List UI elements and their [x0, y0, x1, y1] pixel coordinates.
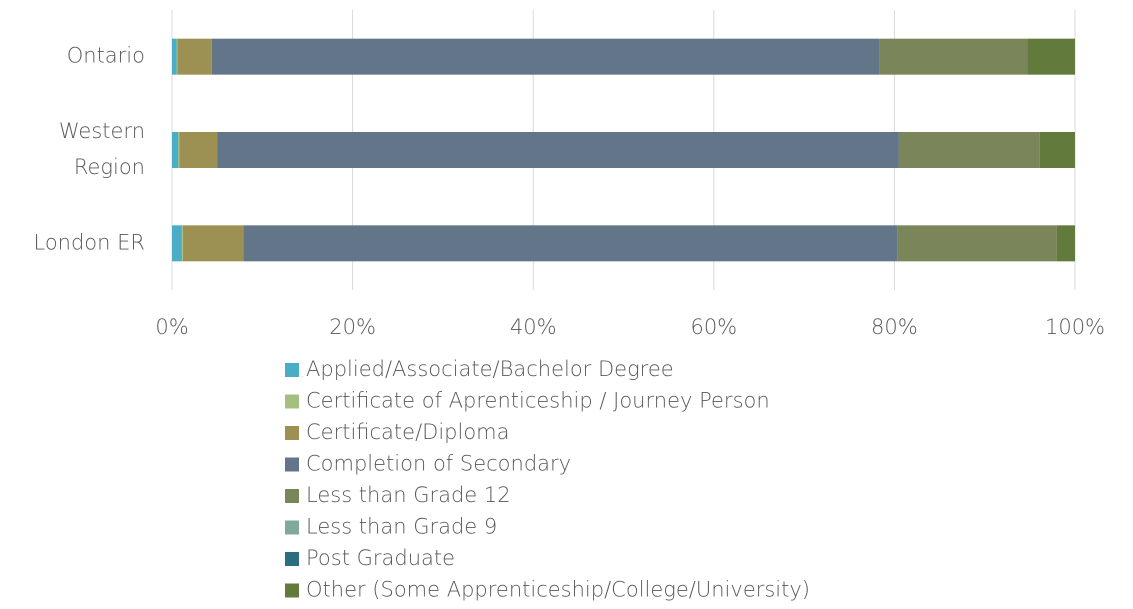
bar-segment: [1039, 132, 1075, 168]
y-tick-label: London ER: [33, 230, 145, 254]
legend-label: Other (Some Apprenticeship/College/Unive…: [306, 578, 810, 602]
bar-segment: [1056, 225, 1075, 262]
bar-segment: [182, 225, 244, 262]
legend-label: Applied/Associate/Bachelor Degree: [306, 357, 674, 381]
legend-swatch: [285, 552, 299, 566]
legend-swatch: [285, 394, 299, 409]
y-tick-label: Western Region: [59, 119, 145, 179]
bar-segment: [1027, 38, 1075, 75]
x-tick-label: 20%: [329, 315, 376, 339]
legend-label: Certificate of Aprenticeship / Journey P…: [306, 389, 770, 413]
bar-segment: [211, 38, 880, 75]
bar-segment: [879, 38, 1028, 75]
legend-swatch: [285, 457, 299, 472]
bar-segment: [176, 38, 178, 75]
bar-segment: [217, 132, 899, 168]
bar-segment: [181, 225, 183, 262]
x-tick-label: 80%: [871, 315, 918, 339]
legend-swatch: [285, 520, 299, 535]
bar-segment: [243, 225, 898, 262]
bar-segment: [172, 132, 179, 168]
legend-swatch: [285, 363, 299, 377]
legend-label: Less than Grade 12: [306, 483, 511, 507]
bar-segment: [179, 132, 218, 168]
x-tick-label: 0%: [155, 315, 188, 339]
legend-label: Certificate/Diploma: [306, 420, 510, 444]
bar-segment: [172, 38, 177, 75]
bar-segment: [178, 132, 180, 168]
legend-label: Less than Grade 9: [306, 515, 497, 539]
bar-segment: [898, 132, 1040, 168]
bar-segment: [897, 225, 1057, 262]
legend-swatch: [285, 489, 299, 503]
x-tick-label: 40%: [510, 315, 557, 339]
legend-swatch: [285, 426, 299, 440]
x-tick-label: 60%: [690, 315, 737, 339]
legend-label: Post Graduate: [306, 546, 455, 570]
y-tick-label: Ontario: [67, 44, 145, 68]
bar-segment: [172, 225, 182, 262]
legend-label: Completion of Secondary: [306, 452, 571, 476]
x-tick-label: 100%: [1045, 315, 1105, 339]
legend-swatch: [285, 583, 299, 598]
bar-segment: [177, 38, 212, 75]
